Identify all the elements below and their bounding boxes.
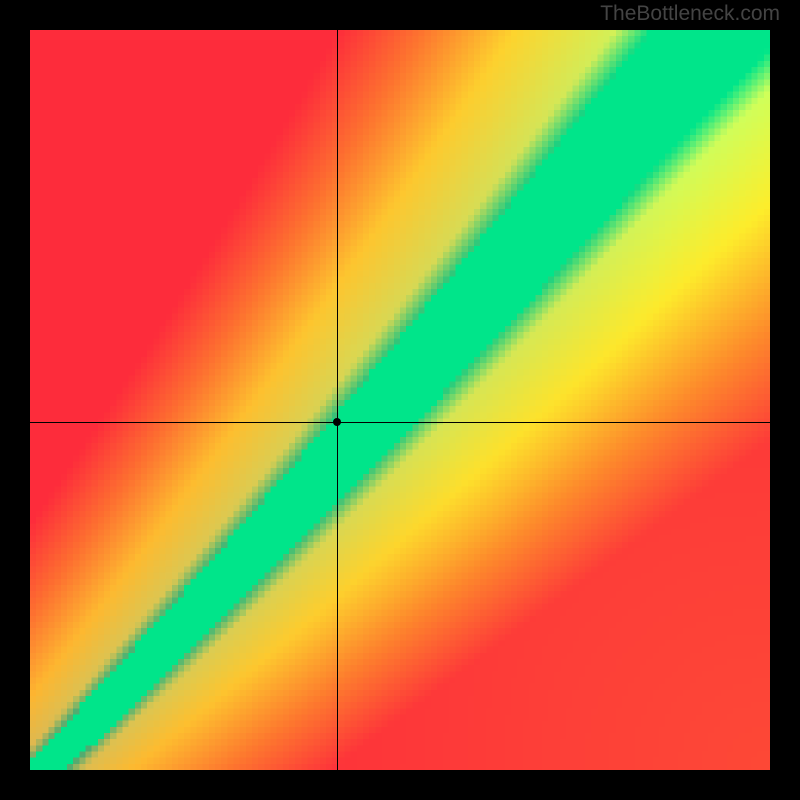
crosshair-horizontal bbox=[30, 422, 770, 423]
crosshair-vertical bbox=[337, 30, 338, 770]
plot-area bbox=[30, 30, 770, 770]
crosshair-marker bbox=[333, 418, 341, 426]
heatmap-canvas bbox=[30, 30, 770, 770]
watermark-text: TheBottleneck.com bbox=[600, 2, 780, 26]
chart-container: TheBottleneck.com bbox=[0, 0, 800, 800]
